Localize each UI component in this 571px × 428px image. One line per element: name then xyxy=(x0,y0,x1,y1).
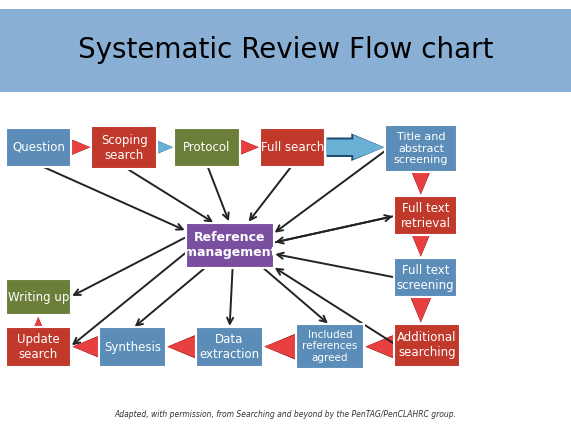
Text: Scoping
search: Scoping search xyxy=(101,134,147,162)
FancyBboxPatch shape xyxy=(91,126,157,169)
FancyBboxPatch shape xyxy=(196,327,263,367)
Text: Title and
abstract
screening: Title and abstract screening xyxy=(394,132,448,165)
FancyBboxPatch shape xyxy=(394,258,457,297)
Text: Protocol: Protocol xyxy=(183,141,231,154)
Text: Reference
management: Reference management xyxy=(184,231,276,259)
FancyBboxPatch shape xyxy=(6,279,71,315)
Text: Update
search: Update search xyxy=(17,333,60,361)
FancyBboxPatch shape xyxy=(6,128,71,167)
Text: Systematic Review Flow chart: Systematic Review Flow chart xyxy=(78,36,493,64)
FancyBboxPatch shape xyxy=(385,125,457,172)
FancyBboxPatch shape xyxy=(0,9,571,92)
Text: Adapted, with permission, from Searching and beyond by the PenTAG/PenCLAHRC grou: Adapted, with permission, from Searching… xyxy=(115,410,456,419)
FancyBboxPatch shape xyxy=(296,324,364,369)
Text: Synthesis: Synthesis xyxy=(104,341,161,354)
Text: Full text
screening: Full text screening xyxy=(397,264,454,292)
Text: Question: Question xyxy=(12,141,65,154)
FancyBboxPatch shape xyxy=(394,196,457,235)
FancyBboxPatch shape xyxy=(6,327,71,367)
FancyBboxPatch shape xyxy=(186,223,274,268)
FancyBboxPatch shape xyxy=(394,324,460,367)
Text: Data
extraction: Data extraction xyxy=(199,333,260,361)
FancyBboxPatch shape xyxy=(260,128,325,167)
FancyBboxPatch shape xyxy=(174,128,240,167)
Text: Included
references
agreed: Included references agreed xyxy=(303,330,357,363)
Text: Additional
searching: Additional searching xyxy=(397,331,457,360)
Text: Full search: Full search xyxy=(261,141,324,154)
Text: Writing up: Writing up xyxy=(8,291,69,304)
FancyBboxPatch shape xyxy=(99,327,166,367)
Text: Full text
retrieval: Full text retrieval xyxy=(400,202,451,230)
